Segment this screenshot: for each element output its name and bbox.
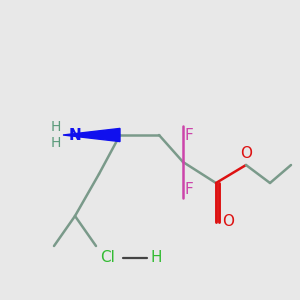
Text: H: H xyxy=(150,250,162,266)
Text: N: N xyxy=(69,128,82,142)
Text: Cl: Cl xyxy=(100,250,116,266)
Text: H: H xyxy=(51,120,62,134)
Polygon shape xyxy=(63,128,120,142)
Text: H: H xyxy=(51,136,62,150)
Text: F: F xyxy=(184,182,193,196)
Text: O: O xyxy=(240,146,252,160)
Text: O: O xyxy=(223,214,235,230)
Text: F: F xyxy=(184,128,193,142)
